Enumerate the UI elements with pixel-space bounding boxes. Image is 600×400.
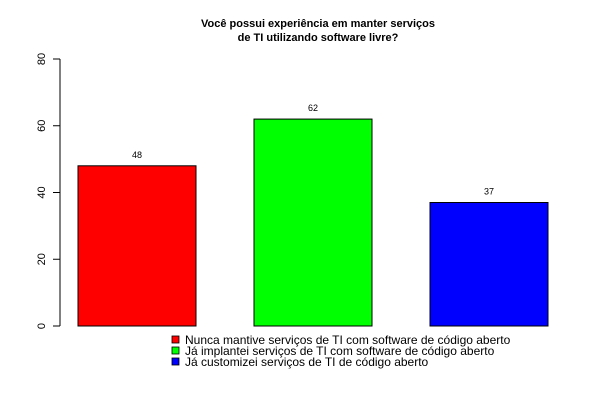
legend-swatch (171, 335, 180, 344)
y-axis: 0 20 40 60 80 (36, 53, 61, 329)
chart-title-line: de TI utilizando software livre? (238, 32, 399, 44)
chart-title: Você possui experiência em manter serviç… (201, 18, 435, 44)
bar (253, 118, 373, 327)
legend-swatch (171, 346, 180, 355)
bar (77, 165, 197, 327)
legend: Nunca mantive serviços de TI com softwar… (171, 333, 511, 369)
data-label: 37 (484, 187, 494, 197)
data-label: 62 (308, 103, 318, 113)
y-tick-label: 80 (36, 53, 48, 65)
chart-title-line: Você possui experiência em manter serviç… (201, 18, 435, 30)
y-tick-label: 40 (36, 186, 48, 198)
legend-entry: Nunca mantive serviços de TI com softwar… (185, 333, 511, 347)
legend-entry: Já customizei serviços de TI de código a… (185, 355, 429, 369)
legend-swatch (171, 357, 180, 366)
y-tick-label: 0 (36, 323, 48, 329)
y-tick-label: 60 (36, 120, 48, 132)
bar (429, 202, 549, 327)
y-tick-label: 20 (36, 253, 48, 265)
data-label: 48 (132, 150, 142, 160)
legend-entry: Já implantei serviços de TI com software… (185, 344, 495, 358)
bars: 48 62 37 (77, 103, 549, 327)
